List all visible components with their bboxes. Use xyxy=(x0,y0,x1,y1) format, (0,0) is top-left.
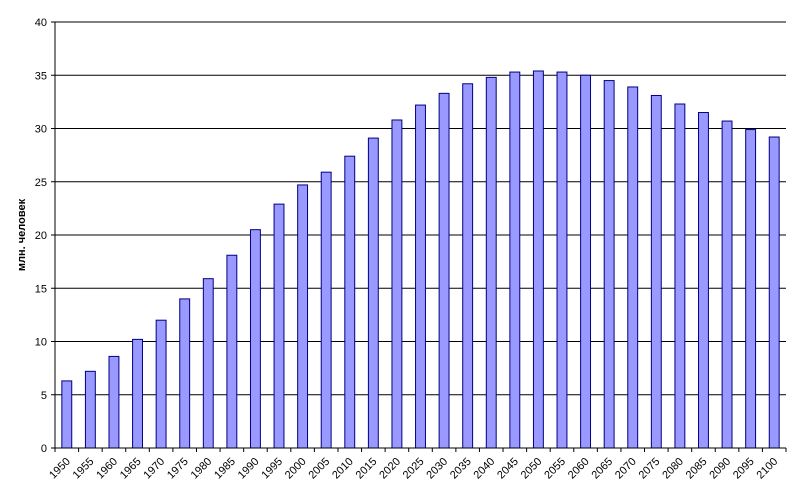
bar-2010 xyxy=(344,155,356,449)
y-axis-label: млн. человек xyxy=(16,198,28,271)
bar-1980 xyxy=(202,278,214,449)
x-tick-label: 2030 xyxy=(424,456,450,482)
bar-2035 xyxy=(462,83,474,449)
x-tick-label: 2100 xyxy=(755,456,781,482)
bar-1995 xyxy=(273,203,285,449)
bar-1985 xyxy=(226,254,238,449)
x-tick-label: 2060 xyxy=(566,456,592,482)
y-tick-label: 15 xyxy=(35,283,47,295)
bar-2005 xyxy=(320,171,332,449)
y-tick-label: 30 xyxy=(35,124,47,136)
x-tick-label: 1990 xyxy=(236,456,262,482)
x-tick-label: 2040 xyxy=(472,456,498,482)
x-tick-label: 2065 xyxy=(589,456,615,482)
x-tick-label: 1980 xyxy=(189,456,215,482)
bar-2055 xyxy=(556,71,568,449)
x-tick-label: 1960 xyxy=(94,456,120,482)
x-tick-label: 2045 xyxy=(495,456,521,482)
bar-2095 xyxy=(745,129,757,449)
y-tick-label: 35 xyxy=(35,70,47,82)
x-tick-label: 2025 xyxy=(401,456,427,482)
bar-2000 xyxy=(297,184,309,449)
y-tick-label: 40 xyxy=(35,17,47,29)
x-tick-labels: 1950195519601965197019751980198519901995… xyxy=(47,456,780,482)
y-tick-label: 5 xyxy=(41,390,47,402)
bar-2085 xyxy=(698,112,709,449)
x-tick-label: 1970 xyxy=(141,456,167,482)
x-tick-label: 2090 xyxy=(707,456,733,482)
bar-1955 xyxy=(84,370,96,449)
y-tick-label: 25 xyxy=(35,177,47,189)
axes xyxy=(51,21,787,452)
y-tick-label: 10 xyxy=(35,337,47,349)
bar-2060 xyxy=(580,74,592,449)
bar-1975 xyxy=(179,298,191,449)
bar-1970 xyxy=(155,319,167,449)
bar-2025 xyxy=(415,104,426,449)
x-tick-label: 1950 xyxy=(47,456,73,482)
bar-2065 xyxy=(603,80,615,449)
bar-2020 xyxy=(391,119,403,449)
x-tick-label: 2085 xyxy=(684,456,710,482)
bar-1960 xyxy=(108,355,120,449)
bar-2075 xyxy=(650,94,662,449)
x-tick-label: 1955 xyxy=(71,456,97,482)
bars xyxy=(61,70,780,449)
x-tick-label: 2095 xyxy=(731,456,757,482)
y-tick-label: 0 xyxy=(41,443,47,455)
x-tick-label: 2075 xyxy=(637,456,663,482)
bar-2045 xyxy=(509,71,521,449)
x-tick-label: 1965 xyxy=(118,456,144,482)
x-tick-label: 2005 xyxy=(307,456,333,482)
x-tick-label: 1975 xyxy=(165,456,191,482)
bar-2040 xyxy=(485,76,497,449)
x-tick-label: 2000 xyxy=(283,456,309,482)
bar-2080 xyxy=(674,103,686,449)
bar-1965 xyxy=(132,338,143,449)
x-tick-label: 2015 xyxy=(354,456,380,482)
x-tick-label: 2035 xyxy=(448,456,474,482)
bar-2050 xyxy=(532,70,544,449)
x-tick-label: 2070 xyxy=(613,456,639,482)
bar-1990 xyxy=(249,229,261,449)
bar-2100 xyxy=(768,136,780,449)
bar-1950 xyxy=(61,380,73,449)
bar-2090 xyxy=(721,120,733,449)
x-tick-label: 2020 xyxy=(377,456,403,482)
x-tick-label: 2055 xyxy=(542,456,568,482)
x-tick-label: 2010 xyxy=(330,456,356,482)
bar-2015 xyxy=(367,137,379,449)
x-tick-label: 2050 xyxy=(519,456,545,482)
bar-2030 xyxy=(438,92,450,449)
x-tick-label: 2080 xyxy=(660,456,686,482)
y-tick-labels: 0 5 10 15 20 25 30 35 40 xyxy=(35,17,47,455)
bar-2070 xyxy=(627,86,639,449)
x-tick-label: 1985 xyxy=(212,456,238,482)
y-tick-label: 20 xyxy=(35,230,47,242)
x-tick-label: 1995 xyxy=(259,456,285,482)
